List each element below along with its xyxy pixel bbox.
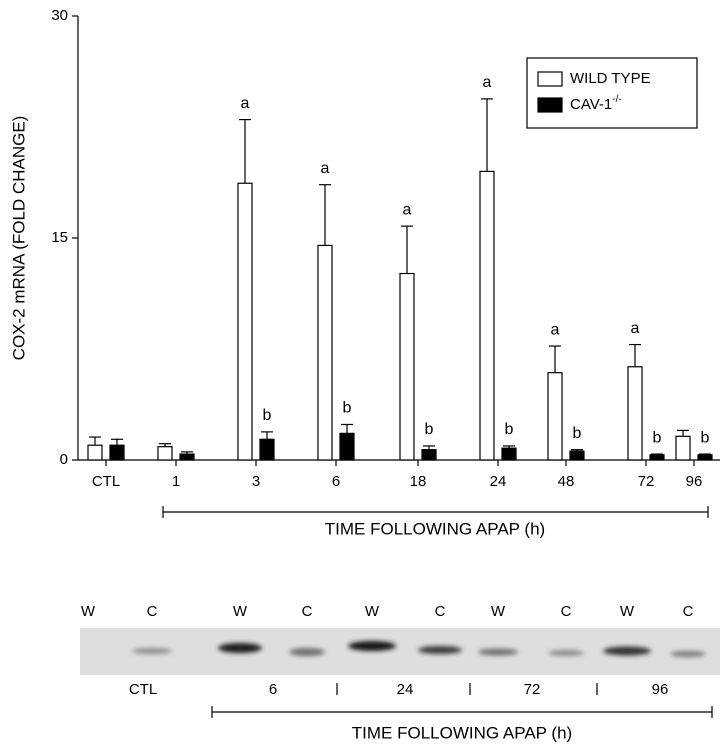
significance-letter: b	[505, 421, 514, 438]
significance-letter: b	[263, 407, 272, 424]
legend-swatch	[537, 97, 563, 113]
x-tick-label: 6	[332, 473, 340, 490]
x-tick-label: 18	[410, 473, 427, 490]
x-tick-label: 24	[490, 473, 507, 490]
blot-bands	[132, 641, 706, 657]
legend-label: CAV-1-/-	[570, 94, 622, 113]
significance-letter: a	[483, 74, 492, 91]
bar	[339, 432, 355, 461]
bar	[157, 446, 173, 461]
significance-letter: b	[425, 421, 434, 438]
significance-letter: a	[551, 321, 560, 338]
band	[348, 641, 396, 651]
band	[132, 648, 172, 654]
group-label: CTL	[129, 681, 157, 698]
legend-box	[526, 57, 698, 129]
significance-letter: a	[241, 95, 250, 112]
significance-letter: b	[573, 425, 582, 442]
legend-name: CAV-1	[570, 96, 612, 113]
significance-letter: b	[343, 400, 352, 417]
lane-label: C	[147, 603, 158, 620]
bar	[421, 449, 437, 461]
x-tick-label: CTL	[92, 473, 120, 490]
bar	[317, 244, 333, 461]
lane-label: W	[365, 603, 380, 620]
bar	[547, 372, 563, 461]
lane-label: W	[620, 603, 635, 620]
y-tick-label: 15	[51, 229, 68, 246]
legend-name: WILD TYPE	[570, 70, 651, 87]
band	[418, 646, 462, 654]
y-tick-label: 30	[51, 7, 68, 24]
y-axis-label: COX-2 mRNA (FOLD CHANGE)	[9, 116, 28, 361]
bar	[259, 438, 275, 461]
legend-superscript: -/-	[612, 94, 621, 105]
group-label: 6	[269, 681, 277, 698]
x-tick-label: 48	[558, 473, 575, 490]
bar	[399, 272, 415, 461]
band	[289, 648, 325, 656]
y-tick-label: 0	[60, 451, 68, 468]
lane-label: C	[302, 603, 313, 620]
x-axis-label: TIME FOLLOWING APAP (h)	[325, 519, 545, 538]
significance-letter: b	[653, 429, 662, 446]
group-label: 96	[652, 681, 669, 698]
bar	[627, 366, 643, 461]
bar	[179, 453, 195, 461]
band	[548, 650, 584, 656]
lane-label: W	[491, 603, 506, 620]
x-tick-label: 72	[638, 473, 655, 490]
band	[603, 646, 651, 656]
significance-letter: a	[631, 320, 640, 337]
bar	[697, 454, 713, 461]
lane-label: W	[233, 603, 248, 620]
significance-letter: a	[403, 201, 412, 218]
bar	[479, 170, 495, 461]
bar	[675, 435, 691, 461]
western-blot: TIME FOLLOWING APAP (h) W C W C W C W C W C CTL 6 24…	[80, 603, 720, 742]
significance-letter: b	[701, 429, 710, 446]
lane-label: C	[683, 603, 694, 620]
band	[478, 648, 518, 656]
band	[670, 651, 706, 657]
bar	[501, 447, 517, 461]
band	[218, 643, 262, 653]
blot-axis-label: TIME FOLLOWING APAP (h)	[352, 723, 572, 742]
lane-label: C	[561, 603, 572, 620]
bar	[109, 444, 125, 461]
x-tick-label: 96	[686, 473, 703, 490]
legend-label: WILD TYPE	[570, 70, 651, 87]
legend-swatch	[537, 71, 563, 87]
x-tick-label: 3	[252, 473, 260, 490]
lane-label: C	[435, 603, 446, 620]
chart: 0 15 30 CTL 1 3 a b 6 a b 18 a b 24 a b 48 a b 72 a b 96 b WILD T…	[51, 7, 720, 490]
bar	[649, 454, 665, 461]
x-tick-label: 1	[172, 473, 180, 490]
group-label: 24	[397, 681, 414, 698]
group-label: 72	[524, 681, 541, 698]
bar	[237, 182, 253, 461]
lane-label: W	[81, 603, 96, 620]
bar	[569, 450, 585, 461]
bar	[87, 444, 103, 461]
significance-letter: a	[321, 160, 330, 177]
